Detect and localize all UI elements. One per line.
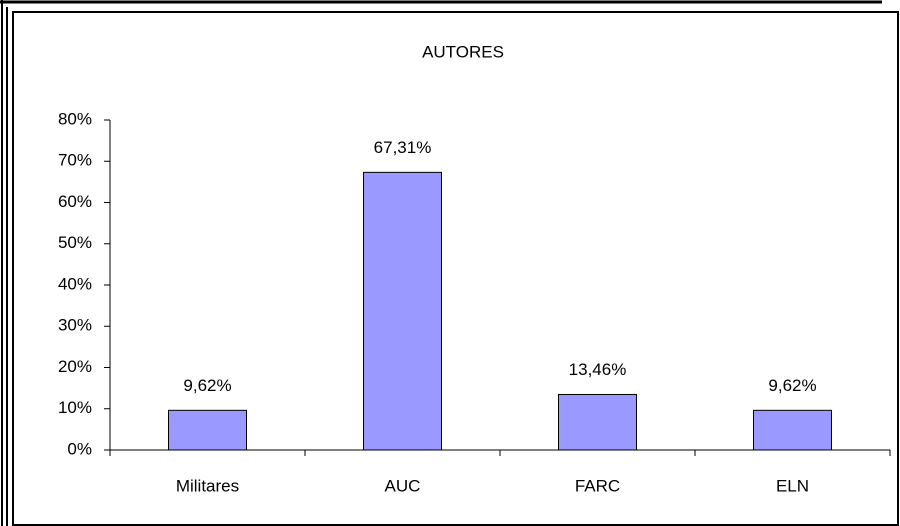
value-label: 9,62% xyxy=(768,376,816,395)
bar xyxy=(753,409,832,451)
y-tick-label: 40% xyxy=(58,274,92,293)
chart-border xyxy=(12,11,899,526)
bar xyxy=(363,171,442,451)
value-label: 67,31% xyxy=(374,138,432,157)
chart-title: AUTORES xyxy=(422,42,504,61)
x-tick-label: ELN xyxy=(776,476,809,495)
y-tick-label: 20% xyxy=(58,357,92,376)
y-tick-label: 0% xyxy=(67,439,92,458)
x-tick-label: Militares xyxy=(176,476,239,495)
value-label: 13,46% xyxy=(569,360,627,379)
x-tick-label: AUC xyxy=(385,476,421,495)
y-tick-label: 30% xyxy=(58,316,92,335)
value-label: 9,62% xyxy=(183,376,231,395)
y-tick-label: 80% xyxy=(58,109,92,128)
y-tick-label: 10% xyxy=(58,398,92,417)
y-tick-label: 70% xyxy=(58,151,92,170)
x-tick-label: FARC xyxy=(575,476,620,495)
y-tick-label: 50% xyxy=(58,233,92,252)
bar xyxy=(558,393,637,451)
bar xyxy=(168,409,247,451)
y-tick-label: 60% xyxy=(58,192,92,211)
